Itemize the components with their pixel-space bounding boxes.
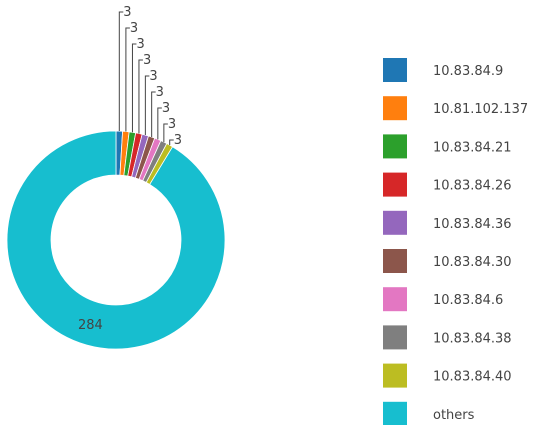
slice-value-label: 284: [78, 318, 103, 333]
legend-swatch[interactable]: [383, 401, 407, 425]
legend-label[interactable]: 10.83.84.26: [433, 179, 512, 194]
leader-line: [138, 59, 143, 134]
legend-swatch[interactable]: [383, 249, 407, 273]
legend-label[interactable]: 10.83.84.6: [433, 293, 503, 308]
leader-lines-group: [118, 11, 174, 146]
slice-value-label: 3: [143, 53, 151, 68]
leader-line: [144, 75, 150, 136]
slice-value-label: 3: [123, 5, 131, 20]
leader-line: [118, 11, 124, 132]
slice-value-label: 3: [136, 37, 144, 52]
legend-label[interactable]: 10.83.84.38: [433, 331, 512, 346]
leader-line: [131, 43, 137, 133]
slice-value-label: 3: [168, 117, 176, 132]
legend-label[interactable]: 10.83.84.30: [433, 255, 512, 270]
leader-line: [163, 123, 168, 143]
slice-value-label: 3: [149, 69, 157, 84]
leader-line: [157, 107, 162, 140]
leader-line: [151, 91, 156, 138]
legend-swatch[interactable]: [383, 210, 407, 235]
legend-swatch[interactable]: [383, 363, 407, 388]
legend-swatch[interactable]: [383, 96, 407, 121]
legend-label[interactable]: others: [433, 408, 475, 423]
leader-line: [125, 27, 130, 132]
leader-line: [169, 139, 174, 146]
legend-swatch[interactable]: [383, 172, 407, 197]
slice-value-label: 3: [130, 21, 138, 36]
slice-value-label: 3: [162, 101, 170, 116]
slice-value-label: 3: [156, 85, 164, 100]
legend-swatch[interactable]: [383, 134, 407, 159]
legend-label[interactable]: 10.81.102.137: [433, 102, 528, 117]
donut-slice[interactable]: [6, 130, 226, 350]
slices-group: [6, 130, 226, 350]
slice-value-label: 3: [174, 133, 182, 148]
legend-label[interactable]: 10.83.84.21: [433, 140, 512, 155]
legend: 10.83.84.9 10.81.102.137 10.83.84.21 10.83.…: [383, 58, 528, 425]
legend-swatch[interactable]: [383, 58, 407, 82]
legend-label[interactable]: 10.83.84.36: [433, 217, 512, 232]
legend-swatch[interactable]: [383, 325, 407, 350]
legend-swatch[interactable]: [383, 287, 407, 312]
legend-label[interactable]: 10.83.84.9: [433, 64, 503, 79]
legend-label[interactable]: 10.83.84.40: [433, 370, 512, 385]
